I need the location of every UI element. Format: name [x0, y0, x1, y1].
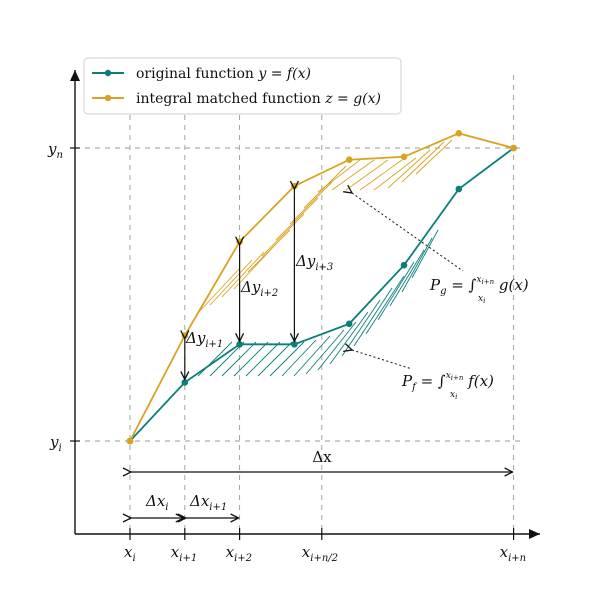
data-point-original [345, 320, 353, 328]
hatch-f-7 [281, 339, 317, 377]
x-tick-label-2: xi+2 [226, 543, 252, 564]
legend-dot-integral [104, 94, 112, 102]
data-point-original [400, 261, 408, 269]
hatch-f-2 [221, 341, 257, 377]
delta-xi-label: Δxi [145, 492, 169, 513]
hatch-f-11 [329, 311, 369, 365]
hatch-g-6 [275, 197, 319, 241]
delta-xi1-label: Δxi+1 [189, 492, 227, 513]
hatch-g-1 [209, 259, 253, 306]
pf-formula: Pf = ∫xi+n f(x) [401, 371, 494, 393]
pg-leader [352, 193, 464, 272]
data-point-integral [400, 153, 408, 161]
data-point-integral [510, 144, 517, 152]
text-labels: yn yi xi xi+1 xi+2 xi+n/2 xi+n Δx Δxi Δxi+1 Δyi+1 Δ… [47, 140, 529, 564]
delta-yi2-label: Δyi+2 [240, 278, 278, 299]
data-point-integral [126, 437, 134, 445]
hatch-f-3 [233, 341, 269, 377]
series-lines [126, 130, 517, 445]
legend-dot-original [104, 69, 112, 77]
hatch-g-4 [247, 229, 291, 273]
hatch-g-0 [197, 267, 241, 314]
hatch-f-18 [411, 229, 439, 279]
pg-formula-lower: xi [478, 294, 485, 305]
hatch-f-10 [317, 321, 357, 371]
x-tick-label-3: xi+n/2 [302, 543, 338, 564]
x-tick-label-0: xi [124, 543, 136, 564]
data-point-original [291, 341, 298, 348]
data-point-integral [236, 238, 243, 246]
dimension-arrows [131, 189, 513, 518]
hatch-g-5 [261, 213, 305, 257]
hatch-g-14 [387, 149, 431, 189]
hatch-g-10 [331, 159, 375, 191]
hatch-f-17 [401, 237, 433, 293]
pf-leader [352, 350, 413, 370]
delta-x-label: Δx [312, 448, 332, 466]
legend-label-integral: integral matched function z = g(x) [136, 91, 381, 107]
hatch-f-9 [305, 329, 345, 375]
hatch-f-15 [377, 261, 415, 321]
delta-yi3-label: Δyi+3 [295, 252, 333, 273]
hatch-f-12 [341, 299, 381, 357]
legend-box [83, 57, 402, 115]
y-tick-label-yn: yn [47, 140, 63, 161]
hatch-f-8 [293, 335, 331, 377]
hatch-f-1 [209, 341, 245, 377]
x-tick-label-1: xi+1 [171, 543, 197, 564]
hatch-f-6 [269, 341, 305, 377]
hatch-f-4 [245, 341, 281, 377]
data-point-original [181, 379, 189, 386]
hatch-areas [197, 139, 453, 377]
hatch-g-15 [401, 141, 445, 183]
hatch-g-9 [317, 159, 361, 193]
data-point-integral [455, 130, 463, 137]
data-point-integral [291, 182, 298, 190]
data-point-original [455, 185, 463, 193]
series-line-integral [129, 132, 514, 442]
series-line-original [129, 147, 515, 442]
legend-label-original: original function y = f(x) [136, 66, 311, 82]
data-point-integral [345, 156, 353, 164]
hatch-f-16 [389, 249, 425, 307]
data-point-original [236, 341, 243, 348]
hatch-f-13 [353, 287, 393, 347]
grid-lines [75, 75, 525, 534]
x-tick-label-4: xi+n [500, 543, 526, 564]
hatch-g-13 [373, 157, 417, 191]
pf-formula-lower: xi [450, 390, 457, 401]
delta-yi1-label: Δyi+1 [185, 329, 223, 350]
legend: original function y = f(x) integral matc… [83, 57, 402, 115]
pg-formula: Pg = ∫xi+n g(x) [429, 275, 529, 297]
axes [70, 70, 540, 540]
hatch-g-16 [415, 139, 453, 175]
hatch-f-14 [365, 275, 405, 335]
hatch-g-12 [359, 159, 403, 191]
y-tick-label-yi: yi [49, 433, 62, 454]
hatch-f-5 [257, 341, 293, 377]
